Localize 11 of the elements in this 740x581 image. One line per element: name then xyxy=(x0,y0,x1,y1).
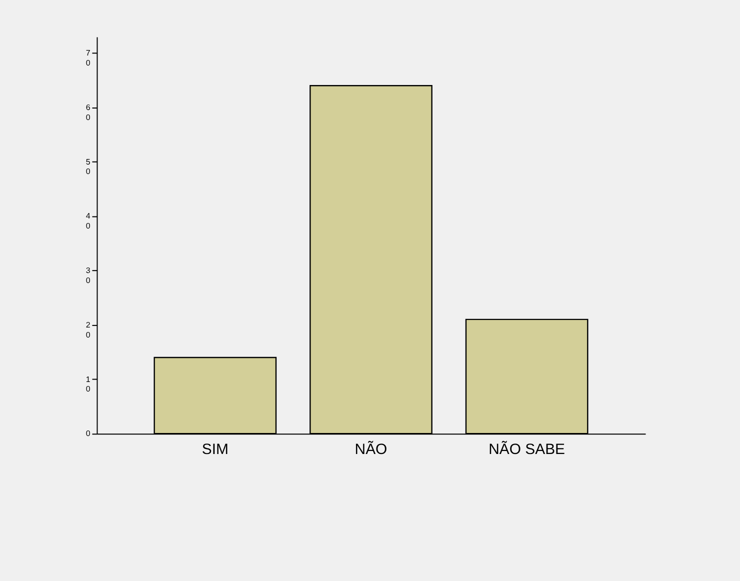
y-tick-label: 0 xyxy=(86,429,91,438)
y-tick-label: 2 0 xyxy=(86,320,91,340)
y-tick-label: 3 0 xyxy=(86,266,91,285)
y-tick-label: 1 0 xyxy=(86,374,91,394)
y-tick-label: 6 0 xyxy=(86,102,91,122)
y-tick-label: 5 0 xyxy=(86,157,91,176)
y-tick-label: 7 0 xyxy=(86,48,91,68)
x-tick-label: NÃO SABE xyxy=(488,440,566,458)
y-tick-label: 4 0 xyxy=(86,212,91,231)
x-tick-label: SIM xyxy=(202,441,228,458)
x-tick-label: NÃO xyxy=(354,440,388,458)
